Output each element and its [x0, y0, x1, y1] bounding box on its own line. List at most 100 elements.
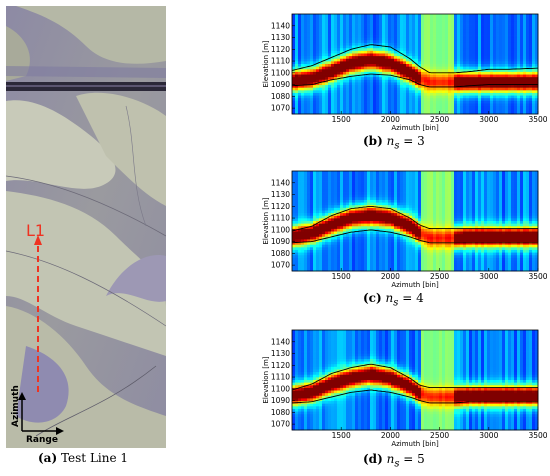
heatmap-cell [376, 197, 380, 201]
heatmap-cell [373, 189, 377, 193]
heatmap-cell [529, 21, 533, 25]
heatmap-cell [298, 218, 302, 222]
heatmap-cell [418, 231, 422, 235]
panel-c: 1070 1080 1090 1100 1110 1120 1130 1140 1500 2000… [262, 167, 550, 291]
heatmap-cell [349, 85, 353, 89]
heatmap-cell [487, 32, 491, 36]
heatmap-cell [424, 268, 428, 272]
heatmap-cell [307, 21, 311, 25]
heatmap-cell [301, 268, 305, 272]
heatmap-cell [298, 192, 302, 196]
heatmap-cell [535, 29, 539, 33]
heatmap-cell [478, 35, 482, 39]
heatmap-cell [415, 249, 419, 253]
heatmap-cell [295, 199, 299, 203]
heatmap-cell [412, 42, 416, 46]
heatmap-cell [373, 210, 377, 214]
heatmap-cell [334, 108, 338, 112]
heatmap-cell [331, 178, 335, 182]
heatmap-cell [397, 108, 401, 112]
heatmap-cell [313, 48, 317, 52]
heatmap-cell [385, 32, 389, 36]
heatmap-cell [472, 71, 476, 75]
heatmap-cell [385, 205, 389, 209]
heatmap-cell [505, 14, 509, 18]
heatmap-cell [496, 19, 500, 23]
heatmap-cell [499, 103, 503, 107]
heatmap-cell [340, 239, 344, 243]
heatmap-cell [343, 228, 347, 232]
heatmap-cell [433, 202, 437, 206]
heatmap-cell [535, 92, 539, 96]
heatmap-cell [355, 92, 359, 96]
heatmap-cell [376, 215, 380, 219]
heatmap-cell [511, 64, 515, 68]
heatmap-cell [457, 29, 461, 33]
heatmap-cell [448, 40, 452, 44]
heatmap-cell [319, 14, 323, 18]
heatmap-cell [400, 79, 404, 83]
heatmap-cell [430, 58, 434, 62]
heatmap-cell [385, 85, 389, 89]
heatmap-cell [358, 71, 362, 75]
heatmap-cell [430, 197, 434, 201]
heatmap-cell [343, 53, 347, 57]
heatmap-cell [373, 244, 377, 248]
heatmap-cell [322, 228, 326, 232]
heatmap-cell [409, 263, 413, 267]
heatmap-cell [475, 42, 479, 46]
heatmap-cell [397, 247, 401, 251]
heatmap-cell [424, 218, 428, 222]
heatmap-cell [346, 181, 350, 185]
heatmap-cell [427, 111, 431, 115]
heatmap-cell [535, 87, 539, 91]
heatmap-cell [535, 40, 539, 44]
heatmap-cell [445, 21, 449, 25]
heatmap-cell [406, 79, 410, 83]
heatmap-cell [496, 111, 500, 115]
heatmap-cell [439, 106, 443, 110]
heatmap-cell [364, 202, 368, 206]
heatmap-cell [421, 247, 425, 251]
heatmap-cell [529, 98, 533, 102]
heatmap-cell [505, 45, 509, 49]
heatmap-cell [349, 92, 353, 96]
heatmap-cell [424, 181, 428, 185]
heatmap-cell [328, 64, 332, 68]
heatmap-cell [397, 197, 401, 201]
heatmap-cell [364, 50, 368, 54]
heatmap-cell [523, 53, 527, 57]
heatmap-cell [313, 66, 317, 70]
heatmap-cell [325, 85, 329, 89]
heatmap-cell [487, 82, 491, 86]
heatmap-cell [475, 37, 479, 41]
heatmap-cell [424, 239, 428, 243]
heatmap-cell [298, 252, 302, 256]
heatmap-cell [316, 90, 320, 94]
heatmap-cell [301, 186, 305, 190]
heatmap-cell [382, 98, 386, 102]
heatmap-cell [406, 77, 410, 81]
heatmap-cell [496, 100, 500, 104]
heatmap-cell [322, 192, 326, 196]
heatmap-cell [418, 257, 422, 261]
heatmap-cell [415, 56, 419, 60]
heatmap-cell [340, 263, 344, 267]
heatmap-cell [292, 223, 296, 227]
heatmap-cell [322, 48, 326, 52]
heatmap-cell [445, 58, 449, 62]
heatmap-cell [442, 79, 446, 83]
heatmap-cell [337, 197, 341, 201]
heatmap-cell [421, 95, 425, 99]
heatmap-cell [370, 53, 374, 57]
heatmap-cell [535, 95, 539, 99]
heatmap-cell [535, 42, 539, 46]
heatmap-cell [346, 265, 350, 269]
heatmap-cell [328, 255, 332, 259]
heatmap-cell [316, 58, 320, 62]
heatmap-cell [520, 108, 524, 112]
heatmap-cell [409, 40, 413, 44]
heatmap-cell [373, 74, 377, 78]
heatmap-cell [490, 92, 494, 96]
heatmap-cell [523, 56, 527, 60]
